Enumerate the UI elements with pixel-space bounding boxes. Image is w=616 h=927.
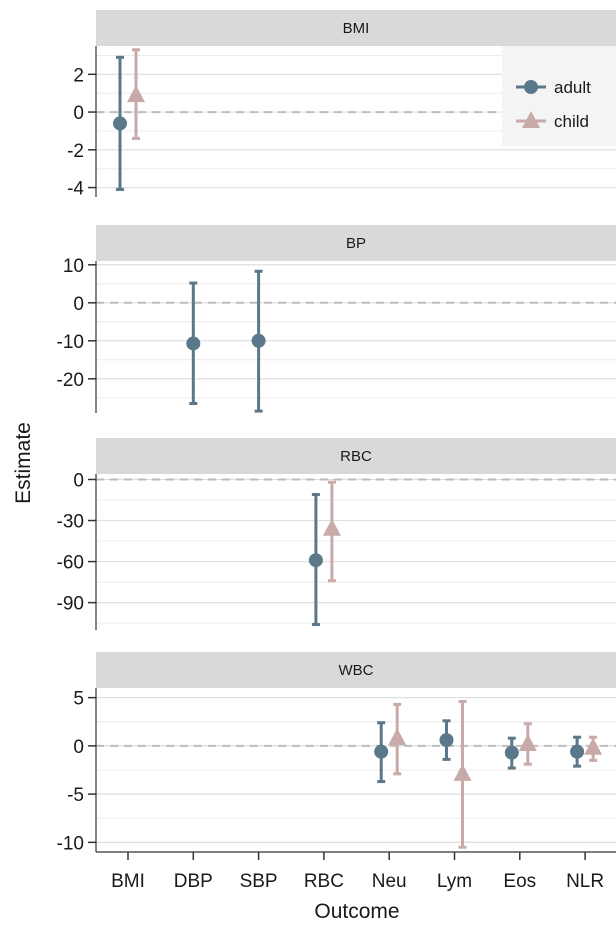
point-marker [388, 728, 407, 746]
legend-key-triangle [522, 111, 540, 128]
point-marker [584, 737, 603, 755]
y-tick-label: 0 [73, 737, 84, 758]
facet-strip [96, 438, 616, 474]
estimate-point-child-nlr [584, 735, 603, 762]
x-tick-label: Lym [437, 871, 472, 892]
y-tick-label: 0 [73, 470, 84, 491]
panel-background [96, 261, 616, 413]
panel-background [96, 474, 616, 630]
estimate-point-adult-eos [504, 736, 519, 770]
estimate-point-adult-nlr [570, 735, 585, 768]
x-tick-label: SBP [240, 871, 278, 892]
y-tick-label: -4 [67, 179, 84, 200]
facet-strip [96, 652, 616, 688]
y-tick-label: 0 [73, 294, 84, 315]
y-axis-title: Estimate [12, 422, 35, 504]
y-tick-label: -5 [67, 785, 84, 806]
legend-entry-child: child [516, 111, 589, 131]
y-tick-label: 10 [63, 256, 84, 277]
x-tick-label: Eos [503, 871, 536, 892]
facet-panels: BMI-4-202BP-20-10010RBC-90-60-300WBC-10-… [57, 10, 616, 854]
y-tick-label: -90 [57, 594, 84, 615]
legend-key-circle [524, 80, 538, 94]
estimate-point-adult-rbc [308, 493, 323, 627]
facet-strip-label: WBC [339, 662, 374, 679]
x-tick-label: DBP [174, 871, 213, 892]
point-marker [570, 744, 585, 759]
facet-strip-label: BP [346, 235, 366, 252]
facet-panel-wbc: WBC -10 -5 0 5 [57, 652, 616, 854]
facet-panel-bp: BP -20 -10 0 10 [57, 225, 616, 413]
facet-panel-rbc: RBC -90 -60 -30 0 [57, 438, 616, 630]
x-tick-label: RBC [304, 871, 344, 892]
y-tick-label: -2 [67, 141, 84, 162]
estimate-point-child-eos [518, 722, 537, 766]
legend: adult child [502, 46, 616, 146]
x-tick-label: BMI [111, 871, 145, 892]
estimate-point-child-neu [388, 702, 407, 776]
point-marker [127, 85, 145, 103]
point-marker [186, 336, 201, 351]
point-marker [113, 116, 127, 131]
legend-label: adult [554, 78, 591, 97]
x-axis: BMI DBP SBP RBC Neu Lym Eos NLR [96, 851, 616, 892]
point-marker [251, 333, 266, 348]
estimate-point-adult-dbp [186, 281, 201, 405]
estimate-point-adult-sbp [251, 269, 266, 413]
y-tick-label: 2 [73, 65, 84, 86]
estimate-point-adult-lym [439, 719, 454, 761]
legend-entry-adult: adult [516, 78, 591, 97]
legend-background [502, 46, 616, 146]
y-tick-label: -20 [57, 370, 84, 391]
y-tick-label: -60 [57, 553, 84, 574]
estimate-point-child-bmi [127, 48, 145, 140]
point-marker [308, 553, 323, 568]
point-marker [504, 745, 519, 760]
point-marker [374, 744, 389, 759]
legend-label: child [554, 112, 589, 131]
estimate-point-child-rbc [322, 480, 341, 583]
y-tick-label: 5 [73, 689, 84, 710]
y-tick-label: -30 [57, 512, 84, 533]
point-marker [453, 763, 472, 781]
facet-strip [96, 10, 616, 46]
y-tick-label: 0 [73, 103, 84, 124]
x-tick-label: NLR [566, 871, 604, 892]
point-marker [518, 733, 537, 751]
point-marker [439, 733, 454, 748]
estimate-point-adult-bmi [113, 55, 127, 191]
facet-strip-label: BMI [343, 20, 370, 37]
y-tick-label: -10 [57, 332, 84, 353]
x-axis-title: Outcome [314, 900, 399, 923]
point-marker [322, 518, 341, 536]
y-tick-label: -10 [57, 833, 84, 854]
x-tick-label: Neu [372, 871, 407, 892]
facet-strip [96, 225, 616, 261]
estimate-point-adult-neu [374, 721, 389, 784]
facet-strip-label: RBC [340, 448, 372, 465]
estimate-point-child-lym [453, 700, 472, 849]
